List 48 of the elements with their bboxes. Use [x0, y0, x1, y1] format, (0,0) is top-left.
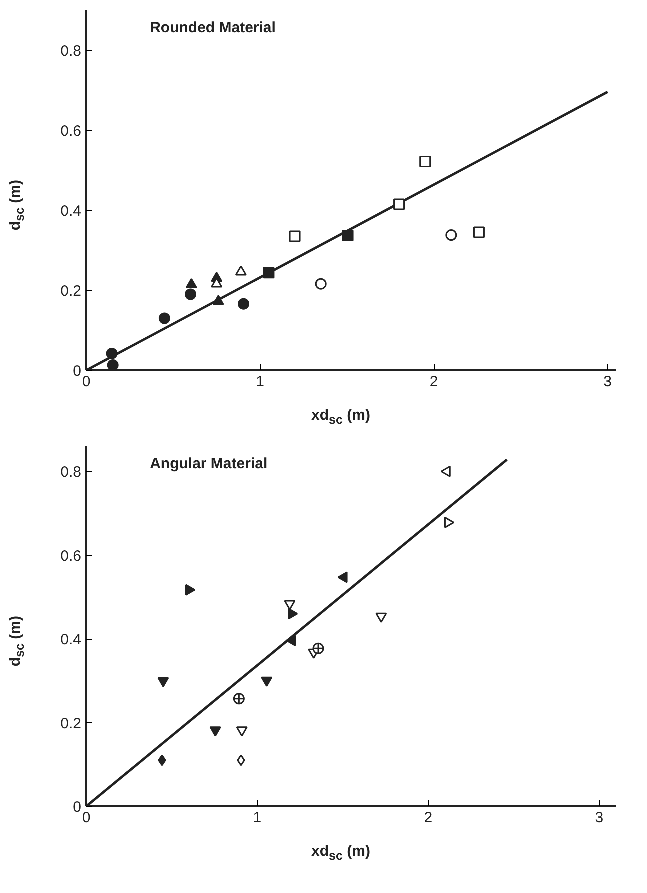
- point: [106, 348, 118, 360]
- point: [235, 266, 247, 276]
- x-tick-label: 3: [604, 374, 612, 390]
- point: [342, 230, 354, 242]
- point: [473, 226, 485, 238]
- point: [185, 288, 197, 300]
- y-tick-label: 0.4: [60, 632, 82, 649]
- x-tick-label: 3: [595, 810, 604, 826]
- point: [284, 600, 296, 610]
- x-tick-label: 1: [253, 810, 262, 826]
- x-tick-label: 2: [430, 374, 438, 390]
- x-tick-label: 1: [256, 374, 264, 390]
- point: [210, 726, 222, 737]
- y-tick-label: 0: [73, 799, 82, 816]
- y-tick-label: 0.6: [60, 548, 82, 565]
- point: [212, 295, 224, 306]
- point: [107, 360, 119, 370]
- point: [376, 612, 388, 623]
- y-tick-label: 0: [73, 363, 82, 380]
- point: [236, 726, 248, 737]
- point: [289, 230, 301, 242]
- point: [158, 677, 170, 688]
- point: [315, 278, 327, 290]
- x-axis-title: xd$_{sc}$ (m): [310, 406, 372, 429]
- y-tick-label: 0.6: [60, 123, 82, 140]
- y-tick-label: 0.4: [60, 203, 82, 220]
- text: Rounded Material: [150, 20, 276, 36]
- x-axis-title: xd$_{sc}$ (m): [310, 842, 372, 865]
- point: [238, 298, 250, 310]
- y-tick-label: 0.8: [60, 43, 82, 60]
- point: [237, 754, 246, 766]
- y-tick-label: 0.2: [60, 283, 82, 300]
- point: [158, 312, 170, 324]
- y-tick-label: 0.2: [60, 715, 82, 732]
- point: [394, 198, 406, 210]
- point: [263, 267, 275, 279]
- point: [261, 676, 273, 688]
- point: [158, 754, 166, 766]
- point: [338, 572, 348, 584]
- text: Angular Material: [150, 456, 268, 472]
- y-tick-label: 0.8: [60, 464, 82, 482]
- point: [446, 230, 458, 242]
- point: [185, 584, 196, 596]
- point: [420, 156, 432, 168]
- point: [186, 278, 198, 289]
- point: [286, 634, 296, 646]
- point: [440, 466, 451, 478]
- x-tick-label: 2: [424, 810, 433, 826]
